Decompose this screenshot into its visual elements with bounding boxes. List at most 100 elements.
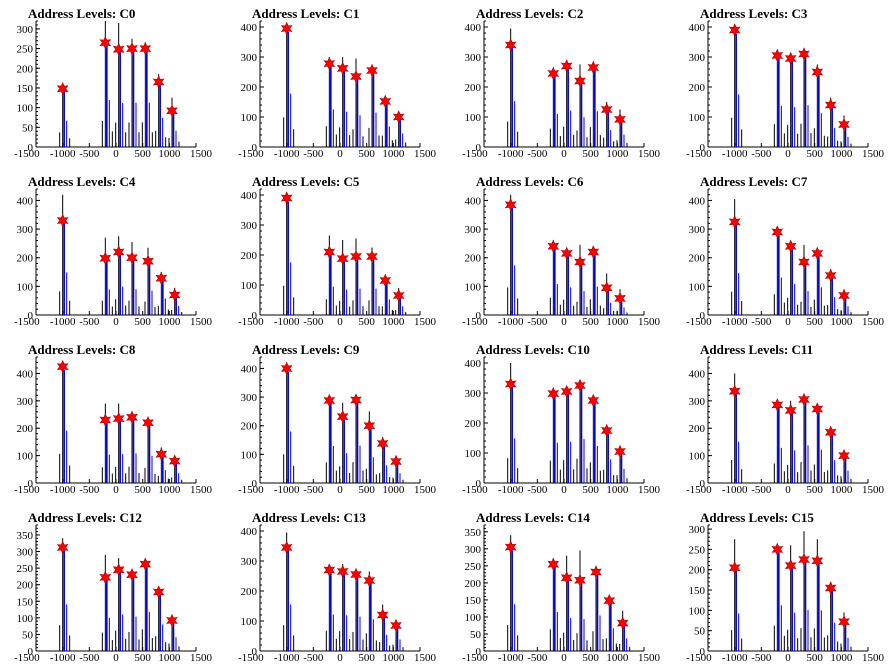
- peak-marker: [560, 571, 573, 585]
- peak-marker: [376, 436, 389, 451]
- x-tick-label: -500: [751, 484, 772, 496]
- x-tick-label: 1000: [606, 148, 629, 160]
- peak-marker: [155, 271, 168, 286]
- chart-panel-9: Address Levels: C9 0 100 200 300 400 -1500 -100…: [238, 342, 437, 496]
- x-tick-label: 500: [358, 148, 375, 160]
- peak-marker: [560, 384, 573, 399]
- x-tick-label: -500: [303, 316, 324, 328]
- peak-marker: [798, 552, 810, 567]
- y-tick-label: 0: [252, 310, 258, 322]
- peak-marker: [547, 386, 560, 401]
- x-tick-label: -1500: [238, 484, 264, 496]
- x-tick-label: 0: [561, 652, 567, 664]
- peak-marker: [560, 246, 573, 261]
- peak-marker: [379, 273, 392, 288]
- peak-marker: [547, 239, 560, 254]
- chart-panel-8: Address Levels: C8 0 100 200 300 400 -1500 -100…: [14, 342, 213, 496]
- peak-marker: [363, 573, 376, 588]
- y-tick-label: 400: [241, 190, 258, 202]
- x-tick-label: 0: [561, 316, 567, 328]
- peak-marker: [392, 288, 405, 303]
- chart-panel-11: Address Levels: C11 0 100 200 300 400 -1500 -10…: [686, 342, 885, 496]
- y-tick-label: 250: [465, 561, 482, 573]
- x-tick-label: 1000: [158, 316, 181, 328]
- x-tick-label: -1000: [722, 148, 748, 160]
- x-tick-label: 1500: [862, 484, 885, 496]
- y-tick-label: 300: [241, 220, 258, 232]
- x-tick-label: -1000: [274, 652, 300, 664]
- y-tick-label: 100: [465, 612, 482, 624]
- peak-marker: [112, 411, 125, 426]
- x-tick-label: -500: [79, 652, 100, 664]
- x-tick-label: -1500: [238, 316, 264, 328]
- x-tick-label: -500: [79, 148, 100, 160]
- peak-marker: [112, 42, 125, 57]
- peak-marker: [728, 560, 741, 575]
- x-tick-label: 500: [582, 316, 599, 328]
- y-tick-label: 400: [465, 358, 482, 370]
- peak-marker: [139, 41, 152, 56]
- y-tick-label: 0: [28, 478, 34, 490]
- x-tick-label: 500: [134, 484, 151, 496]
- peak-marker: [771, 398, 784, 412]
- x-tick-label: -1000: [722, 316, 748, 328]
- panel-title: Address Levels: C4: [28, 174, 136, 189]
- peak-marker: [56, 81, 69, 96]
- panel-title: Address Levels: C7: [700, 174, 808, 189]
- x-tick-label: 500: [358, 316, 375, 328]
- peak-marker: [152, 75, 165, 89]
- x-tick-label: 0: [785, 148, 791, 160]
- peak-marker: [824, 98, 837, 112]
- y-tick-label: 400: [689, 195, 706, 207]
- x-tick-label: 1500: [638, 148, 661, 160]
- y-tick-label: 100: [689, 112, 706, 124]
- y-tick-label: 100: [17, 613, 34, 625]
- x-tick-label: 500: [134, 652, 151, 664]
- y-tick-label: 200: [17, 423, 34, 435]
- x-tick-label: -1000: [498, 148, 524, 160]
- y-tick-label: 0: [476, 646, 482, 658]
- y-tick-label: 400: [689, 22, 706, 34]
- y-tick-label: 300: [465, 224, 482, 236]
- y-tick-label: 400: [241, 363, 258, 375]
- y-tick-label: 300: [465, 544, 482, 556]
- x-tick-label: 0: [561, 148, 567, 160]
- y-tick-label: 300: [689, 524, 706, 536]
- x-tick-label: 1500: [190, 484, 213, 496]
- peak-marker: [280, 361, 293, 376]
- y-tick-label: 200: [689, 423, 706, 435]
- x-tick-label: -1000: [274, 316, 300, 328]
- y-tick-label: 300: [689, 224, 706, 236]
- x-tick-label: -1000: [50, 484, 76, 496]
- y-tick-label: 0: [252, 142, 258, 154]
- x-tick-label: 0: [785, 316, 791, 328]
- peak-marker: [323, 245, 336, 259]
- x-tick-label: -1500: [14, 652, 40, 664]
- peak-marker: [784, 558, 797, 573]
- y-tick-label: 200: [689, 82, 706, 94]
- peak-marker: [280, 191, 293, 205]
- peak-marker: [614, 112, 626, 127]
- chart-panel-0: Address Levels: C0 0 50 100 150 200 250 300 -150…: [14, 6, 213, 160]
- y-tick-label: 0: [476, 142, 482, 154]
- y-tick-label: 0: [700, 310, 706, 322]
- x-tick-label: -500: [751, 316, 772, 328]
- x-tick-label: -1500: [14, 148, 40, 160]
- y-tick-label: 50: [22, 122, 34, 134]
- peak-marker: [504, 198, 517, 212]
- peak-marker: [376, 608, 389, 622]
- peak-marker: [784, 239, 797, 254]
- x-tick-label: -1500: [462, 316, 488, 328]
- peak-marker: [99, 251, 112, 266]
- peak-marker: [574, 573, 586, 587]
- x-tick-label: 500: [806, 652, 823, 664]
- chart-panel-15: Address Levels: C15 0 50 100 150 200 250 300 -15…: [686, 510, 885, 664]
- y-tick-label: 100: [241, 449, 258, 461]
- peak-marker: [56, 540, 69, 555]
- x-tick-label: -1500: [462, 148, 488, 160]
- peak-marker: [504, 377, 517, 391]
- peak-marker: [574, 378, 586, 393]
- x-tick-label: 1000: [830, 484, 853, 496]
- peak-marker: [771, 48, 784, 63]
